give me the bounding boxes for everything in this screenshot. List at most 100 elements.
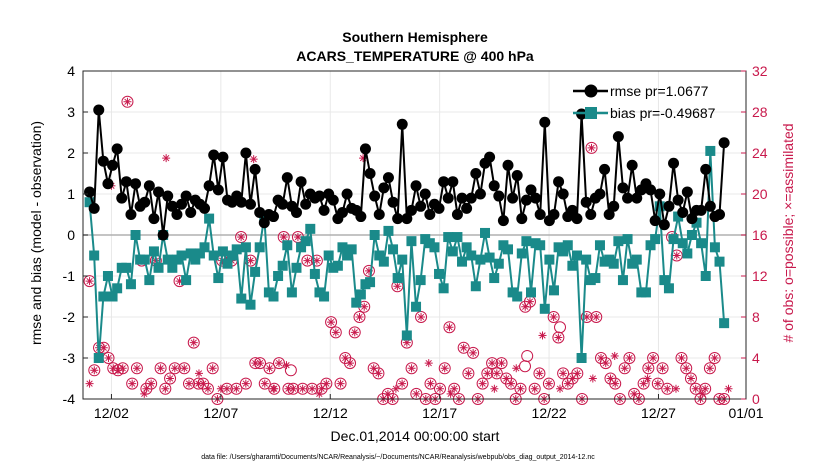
bias-point: [617, 275, 628, 286]
obs-assimilated-marker: [599, 357, 612, 370]
rmse-point: [300, 198, 312, 210]
rmse-point: [649, 215, 661, 227]
bias-point: [567, 260, 578, 271]
rmse-point: [249, 163, 261, 175]
rmse-point: [387, 196, 399, 208]
bias-point: [388, 244, 399, 255]
chart-title: Southern Hemisphere: [342, 29, 488, 45]
bias-point: [654, 201, 665, 212]
bias-point: [84, 197, 95, 208]
rmse-point: [654, 188, 666, 200]
rmse-point: [447, 176, 459, 188]
rmse-point: [553, 176, 565, 188]
obs-assimilated-marker: [512, 364, 521, 373]
rmse-point: [171, 209, 183, 220]
rmse-point: [488, 180, 500, 192]
x-axis-label: Dec.01,2014 00:00:00 start: [331, 428, 500, 444]
bias-point: [254, 242, 265, 253]
obs-assimilated-marker: [116, 362, 129, 375]
obs-assimilated-marker: [703, 362, 716, 375]
rmse-point: [97, 155, 109, 167]
obs-assimilated-marker: [405, 362, 418, 375]
obs-assimilated-marker: [623, 352, 636, 364]
obs-assimilated-marker: [230, 382, 243, 395]
bias-point: [277, 260, 288, 271]
rmse-point: [704, 200, 716, 212]
bias-point: [144, 275, 155, 286]
obs-assimilated-marker: [130, 362, 143, 375]
obs-assimilated-marker: [505, 377, 518, 390]
bias-point: [691, 217, 702, 228]
legend-rmse-marker: [584, 84, 598, 98]
y-tick-label: 1: [67, 186, 75, 202]
obs-assimilated-marker: [83, 275, 96, 288]
bias-point: [673, 211, 684, 222]
obs-assimilated-marker: [310, 254, 323, 267]
legend-bias-label: bias pr=-0.49687: [610, 105, 716, 121]
obs-assimilated-marker: [557, 367, 570, 380]
bias-point: [397, 254, 408, 265]
obs-assimilated-marker: [194, 369, 203, 378]
legend: rmse pr=1.0677 bias pr=-0.49687: [573, 83, 716, 121]
y-tick-label: -2: [63, 309, 76, 325]
obs-assimilated-marker: [145, 377, 158, 390]
bias-point: [415, 275, 426, 286]
y-tick-label: 4: [67, 63, 75, 79]
rmse-point: [157, 229, 169, 241]
rmse-point: [153, 186, 165, 198]
bias-point: [319, 291, 330, 302]
bias-point: [378, 256, 389, 267]
obs-assimilated-marker: [315, 389, 324, 398]
obs-assimilated-marker: [187, 336, 200, 349]
bias-point: [300, 236, 311, 247]
obs-assimilated-marker: [254, 357, 267, 370]
rmse-point: [410, 180, 422, 192]
y-axis-label: rmse and bias (model - observation): [28, 121, 44, 345]
bias-point: [663, 283, 674, 294]
rmse-point: [120, 176, 132, 188]
rmse-point: [599, 163, 611, 175]
bias-point: [461, 242, 472, 253]
rmse-point: [217, 151, 229, 163]
obs-assimilated-marker: [154, 362, 167, 375]
y-tick-label: 0: [67, 227, 75, 243]
bias-point: [369, 230, 380, 240]
x-tick-label: 01/01: [728, 405, 763, 421]
data-file-footnote: data file: /Users/gharamti/Documents/NCA…: [201, 454, 595, 461]
rmse-point: [557, 188, 569, 200]
bias-point: [512, 291, 523, 302]
rmse-point: [93, 104, 105, 116]
rmse-point: [612, 131, 624, 143]
obs-assimilated-marker: [415, 311, 428, 323]
rmse-point: [507, 192, 519, 204]
rmse-point: [516, 213, 528, 225]
bias-point: [677, 238, 688, 249]
obs-possible-marker: [284, 364, 297, 377]
y-tick-label: -3: [63, 350, 76, 366]
bias-point: [576, 353, 587, 363]
obs-assimilated-marker: [585, 141, 598, 154]
rmse-point: [594, 188, 606, 200]
bias-point: [548, 285, 559, 296]
bias-point: [659, 275, 670, 286]
rmse-point: [451, 209, 463, 220]
rmse-point: [617, 182, 629, 194]
bias-point: [374, 250, 385, 261]
obs-assimilated-marker: [542, 377, 555, 390]
rmse-point: [626, 159, 638, 171]
rmse-point: [677, 206, 689, 218]
bias-point: [121, 262, 132, 273]
x-tick-label: 12/02: [94, 405, 129, 421]
obs-assimilated-marker: [102, 352, 115, 364]
obs-assimilated-marker: [547, 311, 560, 323]
rmse-point: [530, 192, 542, 204]
bias-point: [466, 250, 477, 261]
bias-point: [705, 145, 716, 156]
bias-point: [594, 240, 605, 251]
obs-assimilated-marker: [320, 377, 333, 390]
bias-point: [268, 291, 279, 302]
bias-point: [640, 287, 651, 298]
obs-assimilated-marker: [656, 362, 669, 375]
rmse-point: [714, 209, 726, 220]
bias-point: [470, 281, 481, 292]
